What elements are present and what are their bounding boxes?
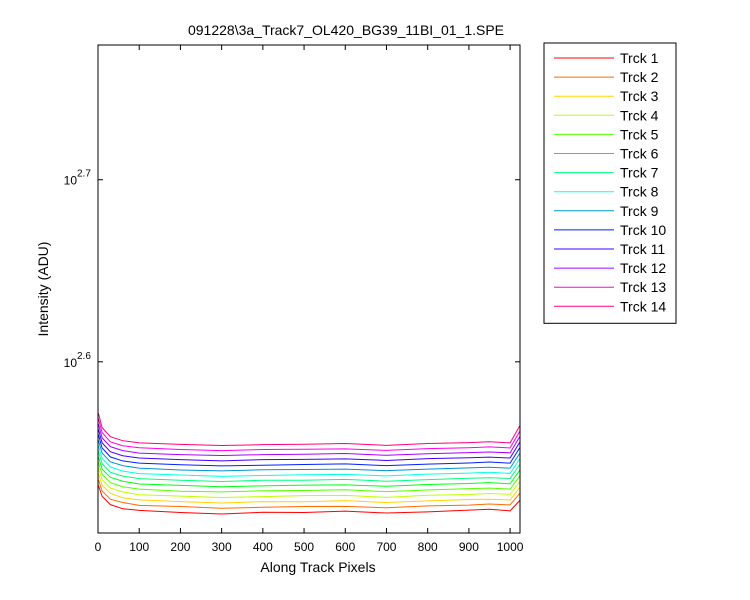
legend-label: Trck 13	[620, 279, 666, 295]
x-tick-label: 0	[95, 540, 102, 554]
legend-label: Trck 3	[620, 88, 659, 104]
y-axis-label: Intensity (ADU)	[35, 242, 51, 337]
y-tick-exponent: 2.6	[77, 351, 91, 362]
x-axis-label: Along Track Pixels	[260, 559, 375, 575]
legend-label: Trck 7	[620, 165, 659, 181]
data-line	[97, 451, 521, 482]
data-line	[97, 462, 520, 493]
legend-label: Trck 14	[620, 298, 666, 314]
legend-box	[543, 42, 677, 324]
y-tick-label: 10	[64, 356, 78, 370]
data-line	[97, 418, 521, 452]
plot-area	[98, 45, 520, 533]
legend-label: Trck 10	[620, 222, 666, 238]
legend-label: Trck 6	[620, 146, 659, 162]
y-tick-label: 10	[64, 174, 78, 188]
data-line	[97, 456, 520, 488]
data-line	[97, 434, 521, 467]
data-line	[97, 445, 521, 477]
legend-label: Trck 5	[620, 126, 659, 142]
data-line	[97, 479, 520, 509]
x-tick-label: 600	[335, 540, 355, 554]
legend-label: Trck 4	[620, 107, 659, 123]
chart-title: 091228\3a_Track7_OL420_BG39_11BI_01_1.SP…	[188, 22, 504, 38]
legend-label: Trck 12	[620, 260, 666, 276]
x-tick-label: 400	[253, 540, 273, 554]
data-line	[97, 440, 521, 472]
data-line	[97, 473, 520, 504]
x-tick-label: 800	[418, 540, 438, 554]
x-tick-label: 1000	[497, 540, 524, 554]
data-line	[97, 423, 521, 457]
data-line	[97, 485, 520, 515]
data-line	[97, 468, 520, 499]
x-tick-label: 300	[212, 540, 232, 554]
x-tick-label: 900	[459, 540, 479, 554]
x-tick-label: 700	[376, 540, 396, 554]
data-line	[97, 413, 521, 447]
x-tick-label: 500	[294, 540, 314, 554]
legend-label: Trck 8	[620, 184, 659, 200]
legend-label: Trck 1	[620, 50, 659, 66]
legend-label: Trck 11	[620, 241, 665, 257]
x-tick-label: 100	[129, 540, 149, 554]
legend-label: Trck 2	[620, 69, 659, 85]
axes-box	[97, 44, 521, 534]
x-tick-label: 200	[170, 540, 190, 554]
y-tick-exponent: 2.7	[77, 169, 91, 180]
data-line	[97, 429, 521, 462]
legend-label: Trck 9	[620, 203, 659, 219]
